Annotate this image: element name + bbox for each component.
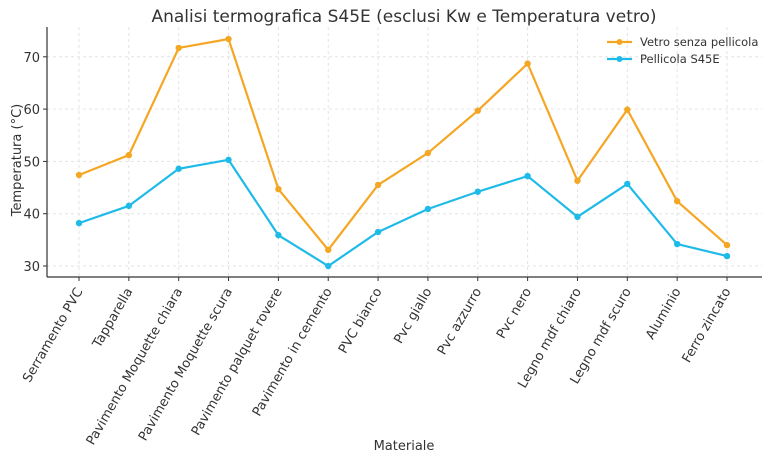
y-tick-label: 50 — [23, 155, 40, 170]
data-point — [424, 149, 432, 157]
data-point — [75, 219, 83, 227]
data-point — [125, 202, 133, 210]
chart-title: Analisi termografica S45E (esclusi Kw e … — [151, 7, 656, 27]
data-point — [275, 231, 282, 239]
data-point — [574, 177, 581, 184]
data-point — [624, 180, 631, 188]
y-tick-label: 70 — [23, 51, 40, 66]
series-line-1 — [78, 158, 728, 268]
x-tick-label: Aluminio — [643, 285, 684, 342]
data-point — [374, 181, 382, 189]
legend-marker — [616, 39, 623, 45]
data-point — [673, 197, 681, 205]
y-axis-label: Temperatura (°C) — [10, 104, 25, 217]
data-point — [175, 44, 182, 52]
x-tick-label: PVC bianco — [336, 285, 386, 356]
data-point — [723, 241, 731, 249]
series-group — [75, 35, 731, 270]
x-tick-label: Pvc nero — [494, 285, 535, 341]
legend: Vetro senza pellicola Pellicola S45E — [607, 35, 758, 66]
data-point — [624, 106, 631, 113]
data-point — [125, 151, 133, 159]
x-tick-label: Pvc azzurro — [435, 285, 485, 357]
x-tick-label: Pavimento palquet rovere — [189, 285, 286, 438]
legend-label: Vetro senza pellicola — [640, 35, 758, 49]
data-point — [723, 252, 731, 260]
series-line-0 — [78, 37, 728, 252]
data-point — [325, 246, 332, 254]
x-tick-label: Ferro zincato — [680, 285, 735, 365]
x-tick-label: Pavimento Moquette scura — [136, 286, 236, 444]
x-tick-label: Pavimento Moquette chiara — [84, 286, 186, 448]
data-point — [175, 165, 182, 172]
data-point — [225, 35, 232, 43]
x-tick-label: Pvc giallo — [391, 285, 435, 346]
legend-label: Pellicola S45E — [640, 52, 720, 66]
data-point — [424, 205, 432, 213]
data-point — [474, 188, 481, 195]
data-point — [524, 60, 531, 67]
data-point — [673, 240, 681, 248]
data-point — [75, 171, 83, 179]
data-point — [325, 262, 332, 270]
y-tick-label: 40 — [23, 208, 40, 223]
grid — [47, 27, 762, 277]
y-tick-label: 60 — [23, 103, 40, 118]
data-point — [275, 185, 282, 193]
x-tick-label: Serramento PVC — [20, 286, 86, 386]
legend-marker — [616, 56, 623, 62]
data-point — [524, 172, 531, 180]
data-point — [225, 156, 232, 164]
data-point — [574, 213, 581, 221]
data-point — [374, 228, 382, 236]
data-point — [474, 107, 481, 114]
y-tick-label: 30 — [23, 260, 40, 275]
x-axis-label: Materiale — [374, 439, 435, 454]
x-tick-label: Tapparella — [90, 286, 137, 352]
